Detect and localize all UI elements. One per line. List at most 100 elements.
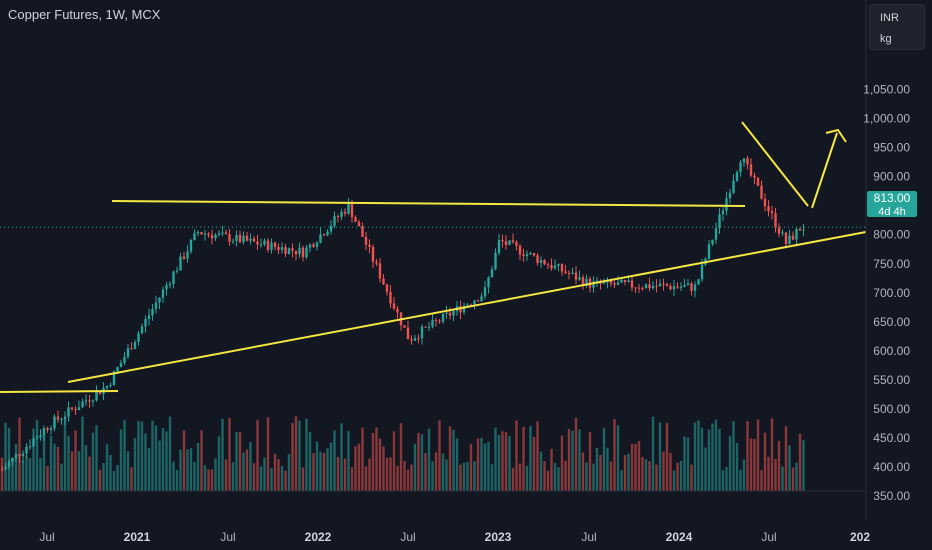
candle-body [347, 202, 350, 214]
candle-body [441, 313, 445, 322]
volume-bar [634, 443, 637, 491]
volume-bar [774, 459, 777, 491]
volume-bar [739, 469, 742, 491]
volume-bar [511, 467, 515, 491]
candle-body [284, 247, 287, 254]
candle-body [207, 233, 210, 235]
volume-bar [746, 421, 749, 491]
volume-bar [88, 456, 91, 491]
volume-bar [721, 470, 725, 491]
volume-bar [340, 423, 343, 491]
candle-body [742, 158, 746, 163]
volume-bar [74, 430, 77, 491]
price-axis[interactable]: 1,050.001,000.00950.00900.00850.00800.00… [863, 83, 910, 503]
unit-selector[interactable]: INR kg [869, 4, 925, 50]
volume-bar [718, 428, 721, 491]
volume-bar [466, 461, 469, 491]
quantity-unit[interactable]: kg [880, 33, 892, 45]
candle-body [231, 240, 235, 242]
candle-body [746, 158, 749, 165]
candle-body [322, 234, 326, 236]
candle-body [585, 278, 588, 286]
volume-bar [585, 462, 588, 491]
time-tick-label: Jul [400, 530, 415, 544]
volume-bar [67, 435, 70, 491]
candle-body [515, 242, 518, 246]
currency-unit[interactable]: INR [880, 12, 899, 24]
resistance-line[interactable] [111, 200, 746, 207]
candle-body [158, 297, 161, 303]
time-tick-label: Jul [39, 530, 54, 544]
candle-body [98, 391, 102, 395]
volume-bar [322, 452, 326, 491]
candle-body [655, 286, 658, 288]
volume-bar [144, 433, 147, 491]
candle-body [11, 457, 14, 462]
descending-trendline[interactable] [741, 121, 809, 207]
volume-bar [655, 464, 658, 491]
candle-body [25, 446, 28, 454]
volume-bar [350, 467, 354, 491]
candle-body [700, 264, 704, 280]
candle-body [140, 326, 144, 334]
volume-bar [553, 462, 557, 491]
candle-body [305, 247, 308, 258]
ascending-trendline[interactable] [67, 231, 867, 383]
volume-bar [126, 451, 130, 491]
volume-bar [63, 417, 67, 491]
volume-bar [70, 451, 74, 491]
projection-arrow-shaft[interactable] [811, 132, 838, 209]
candle-body [238, 234, 242, 243]
volume-bar [319, 451, 322, 491]
candle-body [28, 446, 32, 448]
projection-arrow-head[interactable] [825, 128, 847, 143]
volume-bar [329, 442, 333, 491]
volume-bar [410, 464, 413, 491]
volume-bar [571, 430, 574, 491]
candle-body [361, 226, 364, 237]
volume-bar [235, 432, 238, 491]
volume-bar [536, 421, 539, 491]
candle-body [263, 240, 266, 245]
candle-body [469, 304, 473, 306]
volume-bar [578, 429, 581, 491]
volume-bar [581, 452, 585, 491]
volume-bar [424, 453, 427, 491]
volume-bar [669, 452, 672, 491]
candle-body [518, 245, 522, 255]
candle-body [280, 247, 284, 251]
support-line[interactable] [0, 390, 119, 393]
volume-bar [760, 470, 763, 491]
volume-bar [637, 441, 641, 491]
candle-body [504, 241, 508, 245]
time-axis[interactable]: Jul 2021 Jul 2022 Jul 2023 Jul 2024 Jul 202 [39, 530, 870, 544]
candle-body [497, 240, 501, 253]
candle-body [221, 232, 224, 234]
price-tick-label: 400.00 [873, 460, 910, 474]
volume-bar [53, 443, 56, 491]
candle-body [214, 234, 217, 239]
volume-bar [504, 432, 508, 491]
volume-bar [427, 428, 431, 491]
volume-bar [270, 468, 273, 491]
candle-body [462, 305, 466, 313]
volume-bar [438, 420, 441, 491]
volume-bar [32, 428, 35, 491]
candle-body [186, 251, 189, 259]
volume-bar [704, 447, 707, 491]
candle-body [427, 326, 431, 328]
candle-body [522, 254, 525, 257]
volume-bar [725, 466, 728, 491]
candle-body [627, 280, 630, 282]
volume-bar [175, 469, 179, 491]
candle-body [340, 211, 343, 218]
volume-bar [651, 416, 655, 491]
volume-bar [123, 419, 126, 491]
volume-bar [406, 469, 410, 491]
candle-body [511, 240, 515, 243]
volume-bar [777, 440, 781, 491]
candle-body [788, 235, 791, 245]
volume-bar [546, 470, 550, 491]
volume-bar [522, 426, 525, 491]
